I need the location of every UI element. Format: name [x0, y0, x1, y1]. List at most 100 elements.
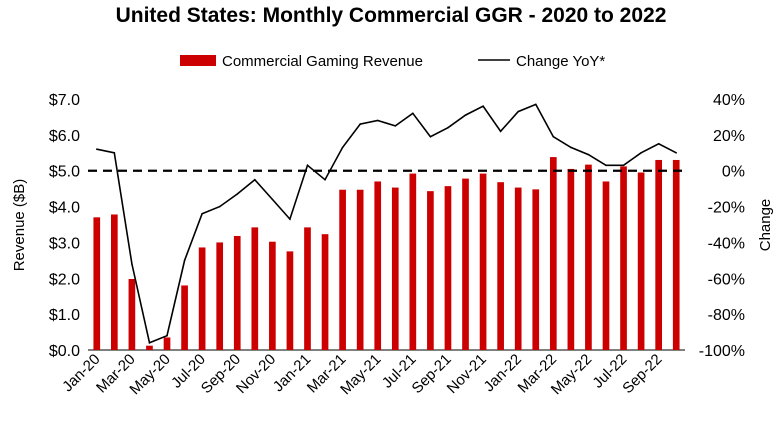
bar	[497, 182, 504, 350]
legend-label-change: Change YoY*	[516, 53, 605, 70]
line-point	[464, 114, 467, 116]
axes: $0.0 $1.0 $2.0 $3.0 $4.0 $5.0 $6.0 $7.0 -100% -80…	[49, 92, 745, 360]
bar	[462, 178, 469, 350]
bar	[356, 189, 364, 350]
line-point	[517, 110, 519, 113]
bar	[427, 191, 434, 350]
bar	[655, 159, 662, 350]
bar	[93, 217, 101, 350]
bar	[181, 285, 188, 350]
line-point	[482, 105, 484, 107]
line-point	[359, 123, 361, 125]
line-point	[570, 146, 572, 149]
y-tick-label: $1.0	[49, 307, 80, 324]
line-point	[376, 119, 379, 122]
line-series	[95, 103, 678, 344]
line-point	[412, 112, 414, 115]
line-point	[236, 193, 239, 195]
bar	[269, 241, 276, 350]
line-point	[429, 135, 432, 138]
y2-tick-label: -40%	[708, 235, 745, 252]
legend: Commercial Gaming Revenue Change YoY*	[180, 53, 605, 70]
line-point	[201, 212, 203, 215]
y2-tick-label: 20%	[713, 128, 745, 145]
line-point	[341, 146, 344, 149]
line-point	[499, 130, 502, 133]
bar	[251, 227, 259, 350]
line-point	[148, 342, 151, 344]
bar	[111, 214, 118, 350]
line-point	[605, 164, 607, 167]
y-tick-label: $3.0	[49, 235, 80, 252]
bar	[339, 189, 346, 350]
line-point	[534, 103, 537, 106]
y2-tick-label: -100%	[699, 343, 745, 360]
line-point	[447, 126, 449, 129]
bars	[93, 157, 680, 350]
y-tick-label: $6.0	[49, 128, 80, 145]
line-point	[218, 205, 221, 208]
line-point	[113, 151, 116, 154]
line-point	[131, 263, 133, 265]
bar	[514, 187, 522, 350]
line-point	[254, 178, 256, 181]
bar	[304, 227, 311, 350]
bar	[532, 189, 540, 350]
bar	[391, 187, 399, 350]
line-point	[324, 178, 326, 181]
bar	[233, 235, 241, 350]
y-tick-label: $5.0	[49, 164, 80, 181]
line-point	[183, 259, 186, 262]
bar	[620, 166, 627, 350]
chart-title: United States: Monthly Commercial GGR - …	[115, 4, 667, 27]
bar	[163, 337, 171, 350]
y-tick-label: $4.0	[49, 200, 80, 217]
legend-swatch-revenue	[180, 55, 216, 66]
line-point	[166, 334, 168, 337]
y2-tick-label: -60%	[708, 271, 745, 288]
bar	[479, 173, 487, 350]
line-point	[95, 148, 98, 150]
bar	[549, 157, 557, 350]
x-tick-label: Nov-21	[444, 351, 490, 397]
line-point	[271, 198, 274, 201]
legend-label-revenue: Commercial Gaming Revenue	[222, 53, 423, 70]
line-point	[306, 164, 309, 167]
line-point	[289, 218, 291, 220]
line-point	[587, 153, 590, 156]
line-point	[394, 125, 397, 127]
bar	[444, 186, 452, 350]
line-point	[657, 143, 660, 145]
x-tick-label: Nov-20	[233, 351, 279, 397]
line-point	[622, 164, 625, 167]
bar	[128, 279, 136, 350]
y2-tick-label: -20%	[708, 200, 745, 217]
change-yoy-line	[96, 103, 677, 344]
y2-tick-label: 40%	[713, 92, 745, 109]
y2-tick-label: 0%	[722, 164, 745, 181]
y-tick-label: $0.0	[49, 343, 80, 360]
line-point	[675, 151, 678, 154]
line-point	[552, 135, 555, 138]
bar	[602, 181, 610, 350]
line-point	[640, 151, 642, 154]
bar	[672, 159, 680, 350]
y-axis-label: Revenue ($B)	[11, 179, 28, 272]
y2-tick-label: -80%	[708, 307, 745, 324]
y-tick-label: $7.0	[49, 92, 80, 109]
x-tick-label: Sep-22	[619, 351, 665, 397]
bar	[409, 173, 417, 350]
x-tick-labels: Jan-20Mar-20May-20Jul-20Sep-20Nov-20Jan-…	[59, 351, 665, 398]
bar	[146, 345, 153, 350]
bar	[374, 181, 382, 350]
y-tick-label: $2.0	[49, 271, 80, 288]
bar	[567, 168, 575, 350]
bar	[637, 172, 645, 350]
bar	[585, 164, 592, 350]
bar	[321, 234, 329, 350]
bar	[216, 242, 224, 350]
bar	[198, 247, 206, 350]
y2-axis-label: Change	[757, 199, 774, 252]
bar	[286, 251, 294, 350]
